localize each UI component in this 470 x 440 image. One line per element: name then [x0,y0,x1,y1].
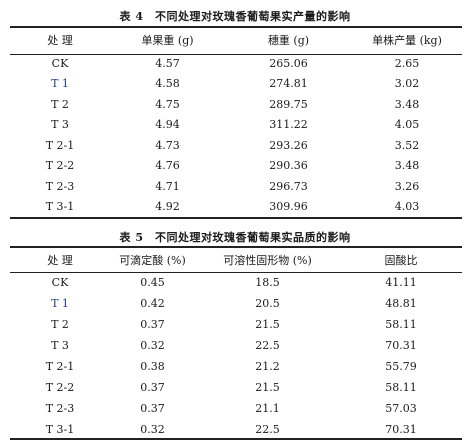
cell: 4.71 [155,179,180,193]
cell: 4.92 [155,200,180,214]
table-row: T 1 0.42 20.5 48.81 [10,293,462,314]
cell: T 3 [51,339,69,352]
table-row: T 2-3 4.71 296.73 3.26 [10,176,462,197]
cell: 0.37 [140,318,165,331]
table-row: T 3-1 0.32 22.5 70.31 [10,419,462,440]
cell: T 2-3 [45,402,75,415]
table5-header-rule [10,272,462,273]
cell: T 2 [51,318,69,331]
cell: 57.03 [385,402,417,415]
table-row: T 3 0.32 22.5 70.31 [10,335,462,356]
cell: 0.32 [140,423,165,436]
table-row: T 2-2 4.76 290.36 3.48 [10,156,462,177]
cell: 4.58 [155,77,180,91]
cell: 290.36 [269,159,308,173]
cell: 3.02 [394,77,420,91]
cell: 21.5 [255,318,280,331]
cell: T 1 [51,297,69,310]
table4-header: 处 理 [47,34,73,47]
cell: T 2-3 [45,179,75,193]
cell: T 2-1 [45,138,75,152]
cell: 22.5 [255,423,280,436]
cell: T 2-1 [45,360,75,373]
cell: 55.79 [385,360,417,373]
cell: 3.48 [394,159,420,173]
cell: 4.03 [394,200,420,214]
table4-header-rule [10,54,462,55]
table5-header: 可溶性固形物 (%) [223,254,312,267]
table-row: T 2-2 0.37 21.5 58.11 [10,377,462,398]
cell: 4.73 [155,138,180,152]
cell: T 3 [51,118,69,132]
cell: T 2-2 [45,159,75,173]
table5-top-rule [10,246,462,248]
cell: 3.26 [394,179,420,193]
cell: T 3-1 [45,200,75,214]
table4: 处 理 单果重 (g) 穗重 (g) 单株产量 (kg) CK 4.57 265.0… [10,27,462,217]
cell: T 2 [51,97,69,111]
table-row: T 2-3 0.37 21.1 57.03 [10,398,462,419]
table-row: CK 4.57 265.06 2.65 [10,53,462,74]
cell: 3.48 [394,97,420,111]
cell: 293.26 [269,138,308,152]
cell: 70.31 [385,423,417,436]
cell: CK [51,276,69,289]
table4-top-rule [10,26,462,28]
cell: 18.5 [255,276,280,289]
cell: 0.37 [140,381,165,394]
cell: 311.22 [269,118,308,132]
cell: 0.42 [140,297,165,310]
table-row: T 1 4.58 274.81 3.02 [10,74,462,95]
cell: 0.37 [140,402,165,415]
table-row: CK 0.45 18.5 41.11 [10,272,462,293]
cell: 296.73 [269,179,308,193]
table4-header: 穗重 (g) [267,34,310,47]
cell: 309.96 [269,200,308,214]
cell: 70.31 [385,339,417,352]
table5-caption: 表 5 不同处理对玫瑰香葡萄果实品质的影响 [119,231,351,244]
cell: 3.52 [394,138,420,152]
cell: T 2-2 [45,381,75,394]
table5-header: 可滴定酸 (%) [119,254,186,267]
table-row: T 2-1 4.73 293.26 3.52 [10,135,462,156]
table5-header: 处 理 [47,254,73,267]
table4-bottom-rule [10,217,462,219]
cell: 4.57 [155,56,180,70]
cell: 274.81 [269,77,308,91]
cell: T 3-1 [45,423,75,436]
cell: 21.2 [255,360,280,373]
cell: 58.11 [385,318,417,331]
table-row: T 2-1 0.38 21.2 55.79 [10,356,462,377]
cell: 22.5 [255,339,280,352]
table5-header: 固酸比 [384,254,418,267]
table4-header-row: 处 理 单果重 (g) 穗重 (g) 单株产量 (kg) [10,27,462,53]
table4-caption: 表 4 不同处理对玫瑰香葡萄果实产量的影响 [119,10,351,23]
cell: 0.45 [140,276,165,289]
cell: 2.65 [394,56,420,70]
table-row: T 3-1 4.92 309.96 4.03 [10,197,462,218]
cell: 0.38 [140,360,165,373]
table4-header: 单果重 (g) [141,34,194,47]
cell: 4.94 [155,118,180,132]
cell: 20.5 [255,297,280,310]
cell: 0.32 [140,339,165,352]
cell: 58.11 [385,381,417,394]
cell: 41.11 [385,276,417,289]
table4-header: 单株产量 (kg) [372,34,442,47]
table5: 处 理 可滴定酸 (%) 可溶性固形物 (%) 固酸比 CK 0.45 18.5 41… [10,248,462,440]
cell: 289.75 [269,97,308,111]
cell: 48.81 [385,297,417,310]
table-row: T 3 4.94 311.22 4.05 [10,115,462,136]
table-row: T 2 0.37 21.5 58.11 [10,314,462,335]
cell: 4.76 [155,159,180,173]
table-row: T 2 4.75 289.75 3.48 [10,94,462,115]
table5-header-row: 处 理 可滴定酸 (%) 可溶性固形物 (%) 固酸比 [10,248,462,272]
cell: T 1 [51,77,69,91]
cell: 21.1 [255,402,280,415]
cell: 265.06 [269,56,308,70]
cell: 4.05 [394,118,420,132]
cell: CK [51,56,69,70]
cell: 21.5 [255,381,280,394]
cell: 4.75 [155,97,180,111]
